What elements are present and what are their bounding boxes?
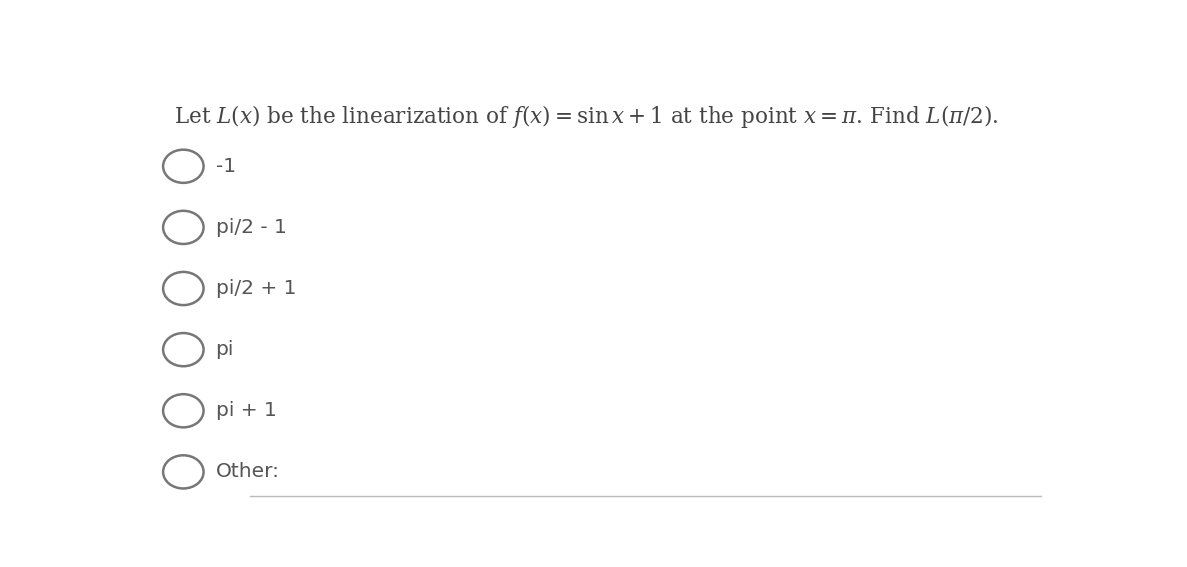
Text: pi + 1: pi + 1 — [216, 401, 277, 420]
Text: pi: pi — [216, 340, 234, 359]
Text: pi/2 - 1: pi/2 - 1 — [216, 218, 286, 237]
Text: Other:: Other: — [216, 462, 279, 481]
Text: Let $L(x)$ be the linearization of $f(x) = \sin x + 1$ at the point $x = \pi$. F: Let $L(x)$ be the linearization of $f(x)… — [174, 103, 998, 130]
Text: -1: -1 — [216, 156, 236, 176]
Text: pi/2 + 1: pi/2 + 1 — [216, 279, 296, 298]
